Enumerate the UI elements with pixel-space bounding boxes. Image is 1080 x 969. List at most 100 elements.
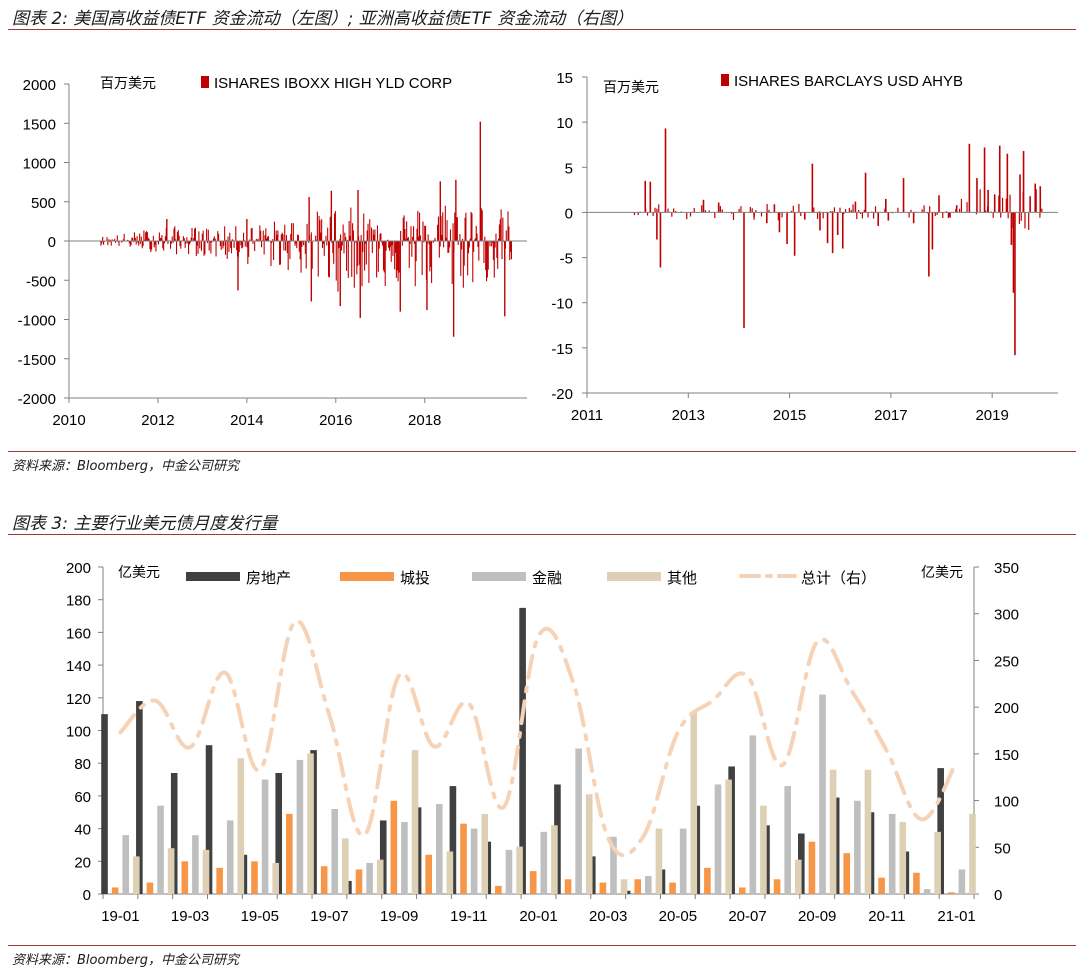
bar-lgfv — [878, 877, 885, 894]
legend-label-other: 其他 — [667, 570, 697, 587]
bar-lgfv — [181, 861, 189, 894]
right-y-tick-label: 50 — [994, 840, 1011, 857]
bar-other — [899, 822, 907, 894]
bar-other — [620, 879, 628, 894]
x-tick-label: 19-03 — [171, 908, 209, 925]
legend-swatch-finance — [472, 572, 526, 581]
bar-finance — [505, 849, 513, 894]
unit-label: 百万美元 — [603, 79, 659, 95]
y-tick-label: -2000 — [18, 391, 56, 408]
right-y-tick-label: 300 — [994, 607, 1019, 624]
bar-finance — [192, 835, 199, 894]
bar-other — [481, 813, 489, 894]
x-tick-label: 20-03 — [589, 908, 627, 925]
figure2-title: 图表 2: 美国高收益债ETF 资金流动（左图）; 亚洲高收益债ETF 资金流动… — [12, 9, 634, 29]
legend-swatch-property — [186, 572, 240, 581]
x-tick-label: 2016 — [319, 412, 352, 429]
legend-label-total: 总计（右） — [801, 570, 876, 587]
bar-other — [133, 856, 140, 894]
bar-finance — [401, 822, 408, 894]
bar-lgfv — [634, 879, 642, 894]
bar-lgfv — [460, 823, 467, 894]
bar-other — [237, 758, 245, 894]
bar-other — [342, 838, 349, 894]
y-tick-label: -10 — [551, 296, 573, 313]
figure2-top-rule — [8, 29, 1076, 30]
left-y-tick-label: 120 — [66, 691, 91, 708]
y-tick-label: 1500 — [23, 116, 56, 133]
bar-property — [519, 607, 526, 894]
right-y-tick-label: 100 — [994, 794, 1019, 811]
bar-other — [516, 846, 523, 894]
legend-label-property: 房地产 — [246, 570, 291, 587]
bar-other — [202, 849, 210, 894]
bar-property — [136, 701, 143, 894]
bar-finance — [122, 835, 130, 894]
legend-swatch — [721, 74, 729, 86]
bar-other — [690, 712, 698, 894]
bar-lgfv — [355, 869, 363, 894]
left-y-tick-label: 40 — [74, 822, 91, 839]
bar-property — [170, 773, 178, 894]
bar-finance — [749, 735, 757, 894]
x-tick-label: 2011 — [571, 407, 603, 424]
y-tick-label: 0 — [565, 205, 573, 222]
bar-lgfv — [111, 887, 119, 894]
figure2-source: 资料来源：Bloomberg，中金公司研究 — [12, 459, 239, 474]
bar-lgfv — [947, 892, 955, 894]
bar-lgfv — [773, 879, 781, 894]
y-tick-label: -1000 — [18, 313, 56, 330]
x-tick-label: 19-05 — [241, 908, 279, 925]
bar-other — [551, 825, 558, 894]
legend-swatch-lgfv — [340, 572, 394, 581]
right-y-tick-label: 150 — [994, 747, 1019, 764]
bar-lgfv — [564, 879, 572, 894]
bar-finance — [888, 813, 896, 894]
total-line — [118, 619, 959, 858]
x-tick-label: 2018 — [408, 412, 441, 429]
left-y-tick-label: 180 — [66, 593, 91, 610]
x-tick-label: 19-07 — [310, 908, 348, 925]
x-tick-label: 19-11 — [450, 908, 487, 925]
bar-lgfv — [738, 887, 746, 894]
bar-finance — [261, 779, 269, 894]
bar-finance — [714, 784, 722, 894]
bar-other — [864, 769, 872, 894]
bar-other — [446, 851, 454, 894]
bar-lgfv — [146, 882, 154, 894]
figure3-title: 图表 3: 主要行业美元债月度发行量 — [12, 514, 278, 534]
x-tick-label: 19-01 — [101, 908, 139, 925]
bar-lgfv — [320, 866, 328, 894]
bar-lgfv — [599, 882, 607, 894]
y-tick-label: -5 — [560, 251, 573, 268]
bar-finance — [296, 759, 304, 894]
right-unit-label: 亿美元 — [921, 564, 963, 580]
left-unit-label: 亿美元 — [118, 564, 160, 580]
y-tick-label: -20 — [551, 386, 573, 403]
us-hy-etf-flow-chart: 2000 1500 1000 500 0 -500 -1000 -1500 -2000 2010 2… — [18, 75, 527, 429]
bar-lgfv — [913, 872, 920, 894]
bar-other — [376, 859, 384, 894]
bar-finance — [679, 828, 687, 894]
y-tick-label: 1000 — [23, 156, 56, 173]
bar-other — [307, 753, 314, 894]
x-tick-label: 20-11 — [868, 908, 905, 925]
left-y-tick-label: 20 — [74, 854, 91, 871]
bar-other — [411, 750, 419, 894]
bar-finance — [854, 800, 861, 894]
bar-other — [655, 828, 663, 894]
bar-other — [969, 813, 976, 894]
y-tick-label: 5 — [565, 160, 573, 177]
right-y-tick-label: 200 — [994, 700, 1019, 717]
x-tick-label: 20-01 — [519, 908, 557, 925]
x-tick-label: 20-05 — [659, 908, 697, 925]
bar-lgfv — [529, 871, 537, 894]
right-y-tick-label: 350 — [994, 560, 1019, 577]
x-tick-label: 2014 — [230, 412, 263, 429]
left-y-tick-label: 200 — [66, 560, 91, 577]
bar-property — [449, 786, 457, 894]
bar-property — [937, 768, 944, 894]
bar-lgfv — [251, 861, 258, 894]
bar-finance — [958, 869, 966, 894]
y-tick-label: 10 — [556, 115, 573, 132]
